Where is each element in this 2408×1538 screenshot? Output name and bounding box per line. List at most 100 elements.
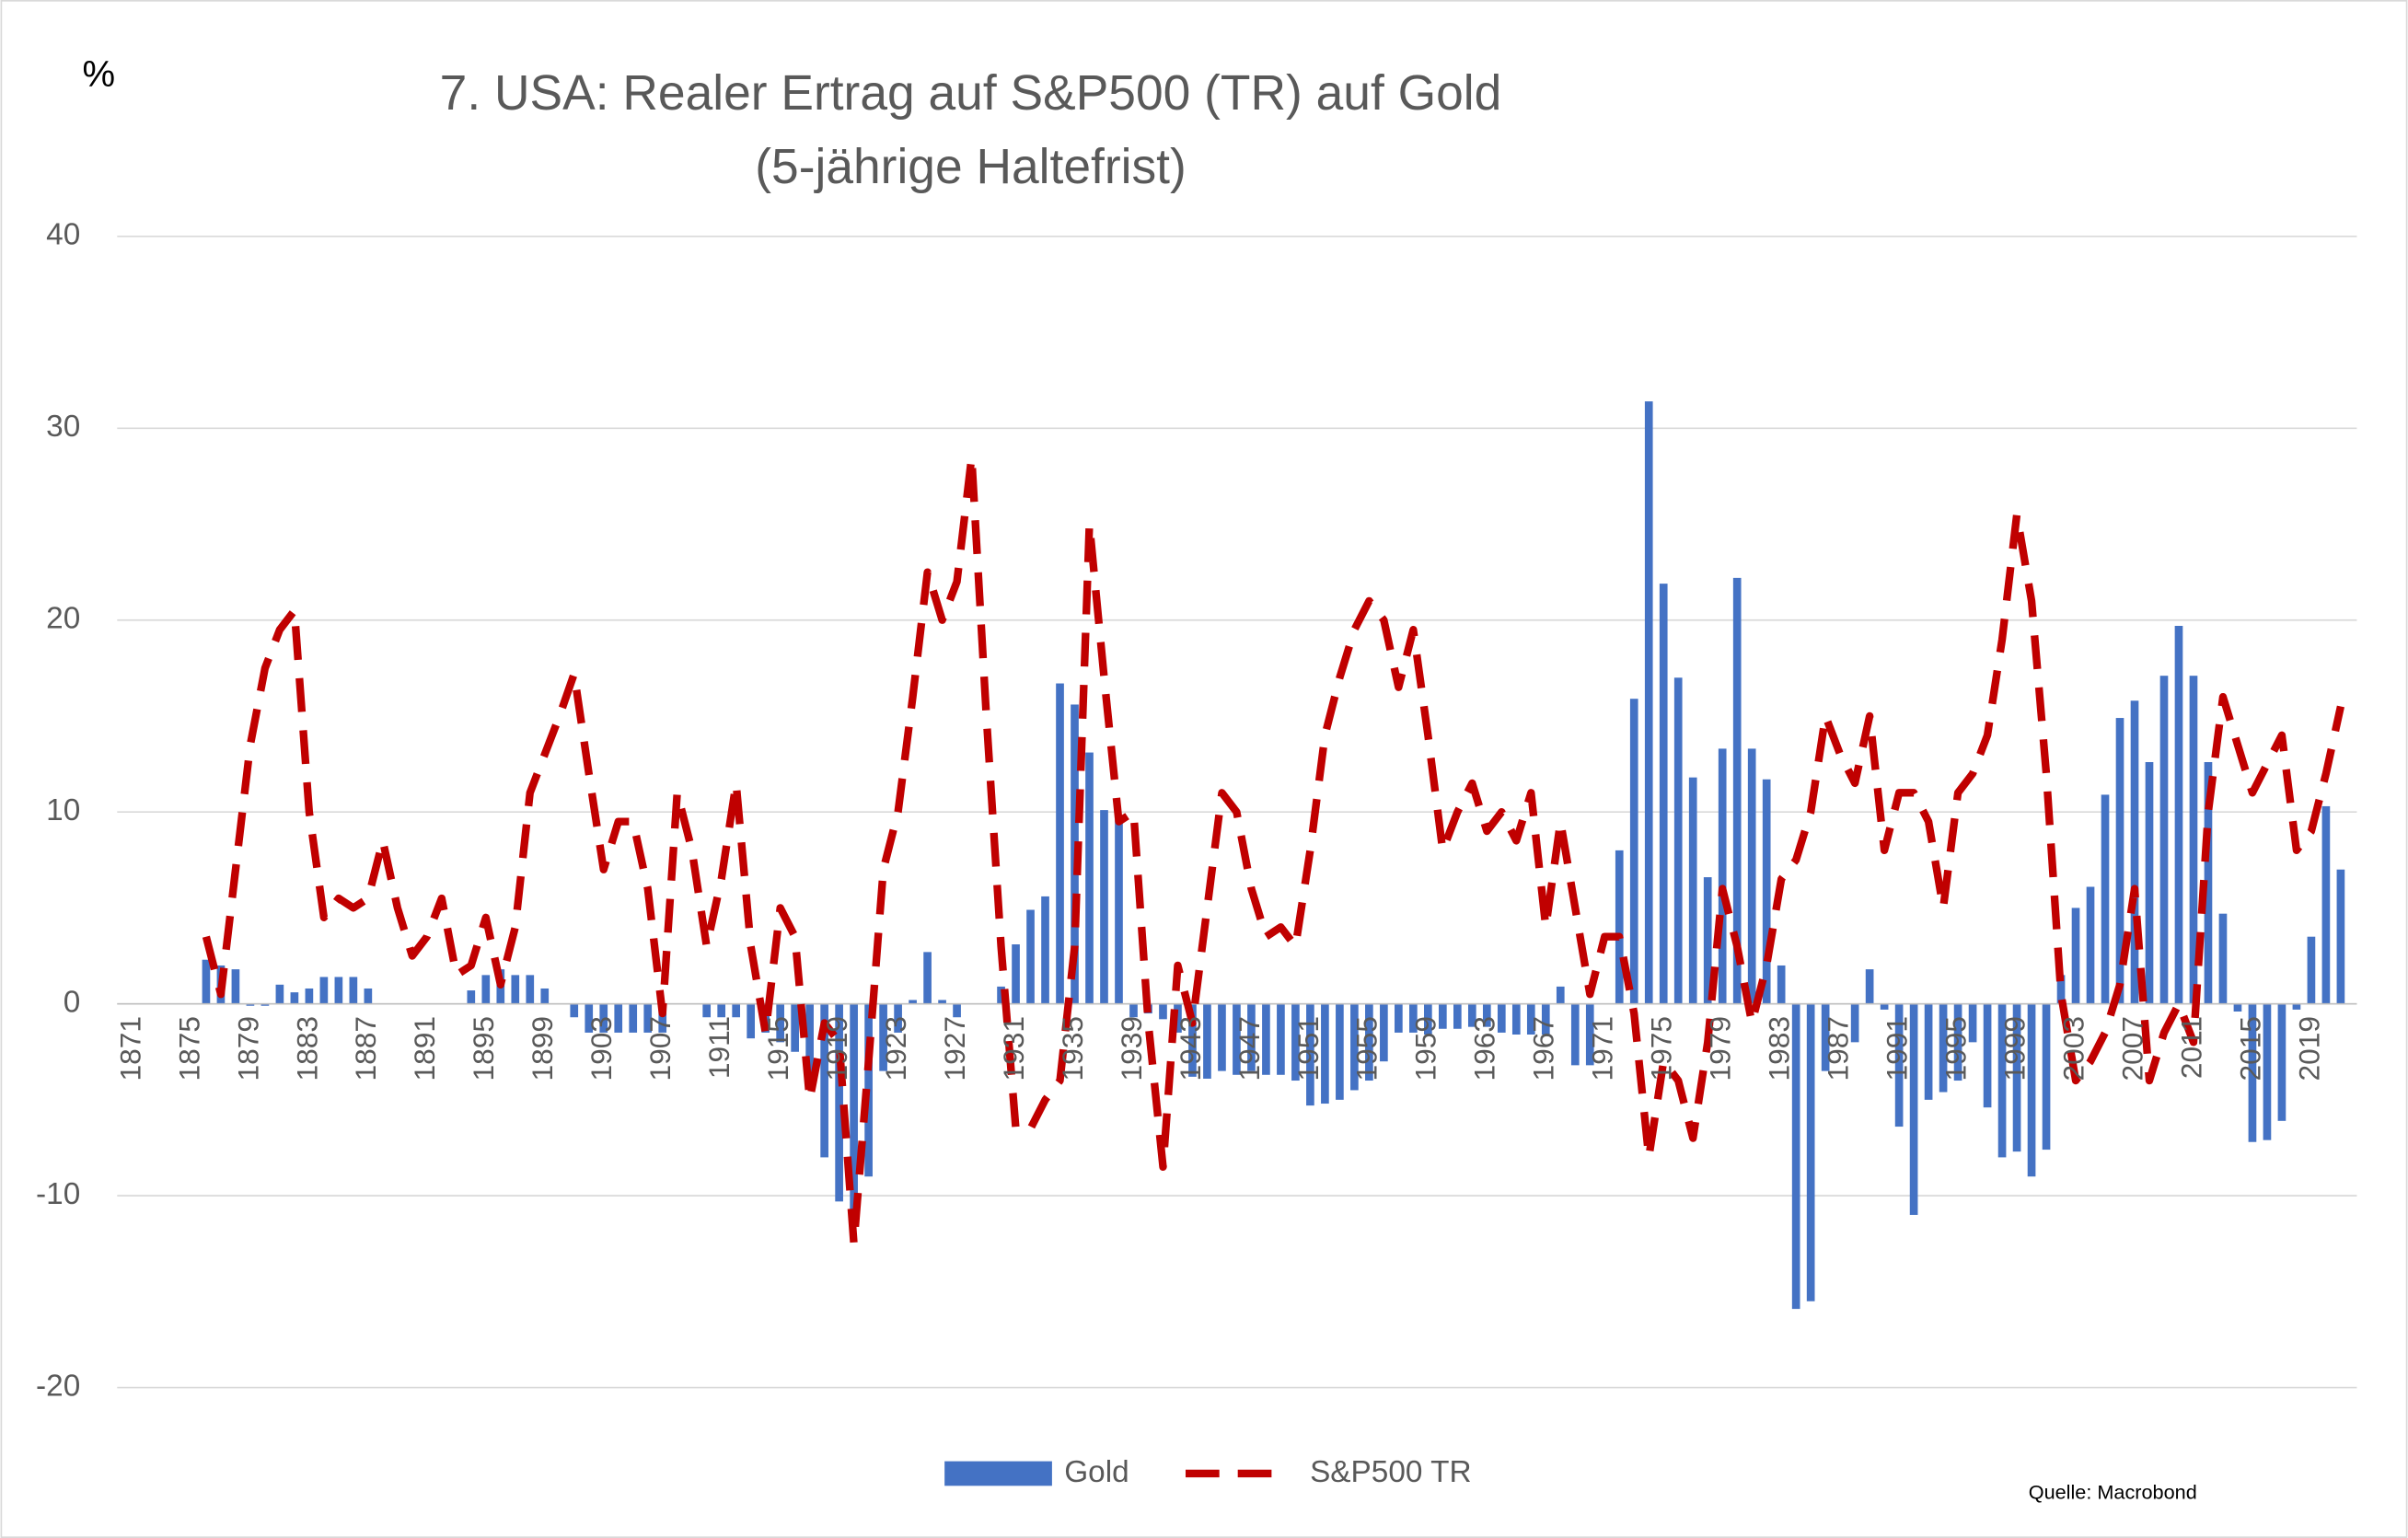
x-tick-label: 2007 (2115, 1016, 2148, 1081)
bar (1924, 1003, 1933, 1100)
x-tick-label: 1927 (938, 1016, 971, 1081)
bar (1012, 944, 1020, 1004)
chart-subtitle: (5-jährige Haltefrist) (755, 140, 1187, 194)
bar (2233, 1003, 2242, 1012)
bar (643, 1003, 653, 1033)
bar (481, 975, 491, 1004)
bar (1556, 986, 1565, 1004)
bar (835, 1003, 843, 1202)
bar (776, 1003, 784, 1043)
bar (1233, 1003, 1241, 1075)
bar (1321, 1003, 1329, 1104)
x-tick-label: 1975 (1645, 1016, 1678, 1081)
bar (894, 1003, 902, 1033)
bar (334, 977, 343, 1004)
bar (1203, 1003, 1211, 1079)
bar (1467, 1003, 1476, 1027)
bar (1129, 1003, 1138, 1018)
bar (526, 975, 535, 1004)
bar (1953, 1003, 1962, 1081)
x-tick-label: 1871 (113, 1016, 146, 1081)
bar (2248, 1003, 2257, 1142)
x-tick-label: 2015 (2233, 1016, 2266, 1081)
bar (1482, 1003, 1491, 1027)
y-axis-unit: % (82, 54, 115, 95)
x-tick-label: 1963 (1468, 1016, 1501, 1081)
x-tick-label: 1903 (585, 1016, 618, 1081)
bar (1688, 777, 1697, 1004)
y-tick-label: -20 (36, 1369, 80, 1403)
bar (2336, 869, 2345, 1004)
bar (1673, 677, 1683, 1004)
bar (1968, 1003, 1977, 1043)
bar (2174, 625, 2183, 1004)
x-tick-label: 1979 (1704, 1016, 1737, 1081)
bar (467, 990, 476, 1004)
bar (1395, 1003, 1403, 1033)
x-tick-label: 1943 (1174, 1016, 1207, 1081)
x-tick-label: 1919 (820, 1016, 853, 1081)
bar (629, 1003, 638, 1033)
y-tick-label: 10 (46, 793, 80, 827)
bar (1291, 1003, 1300, 1081)
bar (1218, 1003, 1226, 1071)
bar (1629, 699, 1638, 1004)
bar (275, 984, 284, 1004)
bar (1247, 1003, 1256, 1071)
line-series (202, 453, 2344, 1248)
bar (2159, 676, 2169, 1004)
bar (1806, 1003, 1815, 1301)
bar (1056, 683, 1064, 1004)
bar (1380, 1003, 1388, 1062)
bar (1336, 1003, 1344, 1100)
bar (1100, 810, 1108, 1004)
bar (2012, 1003, 2021, 1152)
x-tick-label: 1923 (879, 1016, 912, 1081)
bar (2056, 975, 2066, 1004)
bar (1762, 779, 1771, 1004)
x-tick-label: 2011 (2174, 1016, 2207, 1079)
bar (791, 1003, 799, 1052)
y-tick-label: 0 (64, 985, 81, 1019)
x-tick-label: 1875 (172, 1016, 205, 1081)
bar (2101, 794, 2110, 1004)
x-tick-label: 1911 (702, 1016, 735, 1079)
x-tick-label: 1887 (349, 1016, 382, 1081)
bar (702, 1003, 712, 1018)
bar (1718, 748, 1727, 1004)
bar (717, 1003, 726, 1018)
bar (1659, 584, 1668, 1004)
bar (540, 988, 550, 1004)
bar (202, 959, 211, 1004)
bar (1791, 1003, 1800, 1310)
bar (1526, 1003, 1535, 1035)
bar (349, 977, 358, 1004)
bar (1732, 577, 1742, 1004)
legend-label: S&P500 TR (1310, 1455, 1471, 1489)
x-tick-label: 1967 (1527, 1016, 1560, 1081)
bar (599, 1003, 608, 1033)
bar (1894, 1003, 1904, 1127)
bar (2263, 1003, 2272, 1140)
bar (2086, 886, 2095, 1004)
bar (2027, 1003, 2036, 1177)
bar (1159, 1003, 1167, 1020)
bar (1585, 1003, 1594, 1066)
x-tick-label: 1883 (290, 1016, 323, 1081)
bar (2189, 676, 2198, 1004)
bar (1026, 909, 1035, 1004)
bar (570, 1003, 579, 1018)
bar (2130, 700, 2139, 1004)
bar (909, 1000, 917, 1004)
x-tick-label: 1939 (1115, 1016, 1148, 1081)
bar (1615, 850, 1624, 1004)
bar (290, 992, 299, 1004)
bar (2307, 936, 2316, 1004)
x-tick-label: 1983 (1763, 1016, 1796, 1081)
x-tick-label: 1895 (467, 1016, 500, 1081)
x-tick-label: 1999 (1997, 1016, 2031, 1081)
legend-label: Gold (1064, 1455, 1129, 1489)
bar (820, 1003, 828, 1158)
bar (850, 1003, 858, 1215)
